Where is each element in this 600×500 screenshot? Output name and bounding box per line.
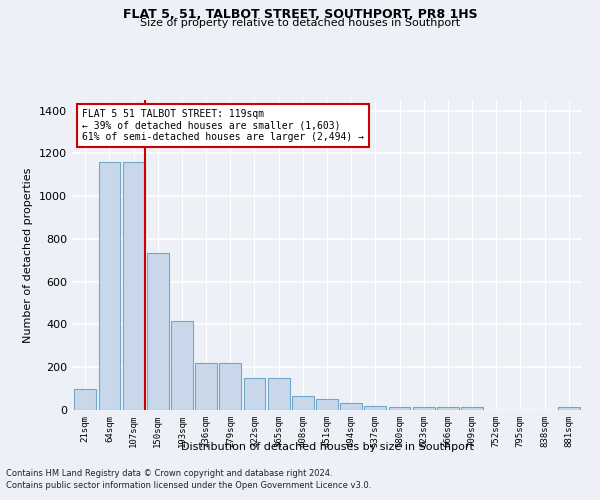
Bar bbox=[195, 363, 217, 410]
Bar bbox=[437, 408, 459, 410]
Bar bbox=[364, 406, 386, 410]
Text: FLAT 5 51 TALBOT STREET: 119sqm
← 39% of detached houses are smaller (1,603)
61%: FLAT 5 51 TALBOT STREET: 119sqm ← 39% of… bbox=[82, 110, 364, 142]
Bar bbox=[147, 253, 169, 410]
Text: Distribution of detached houses by size in Southport: Distribution of detached houses by size … bbox=[181, 442, 473, 452]
Bar bbox=[558, 408, 580, 410]
Y-axis label: Number of detached properties: Number of detached properties bbox=[23, 168, 34, 342]
Bar bbox=[74, 388, 96, 410]
Text: Contains public sector information licensed under the Open Government Licence v3: Contains public sector information licen… bbox=[6, 481, 371, 490]
Bar bbox=[292, 396, 314, 410]
Bar bbox=[413, 407, 434, 410]
Bar bbox=[316, 400, 338, 410]
Bar bbox=[389, 407, 410, 410]
Text: Contains HM Land Registry data © Crown copyright and database right 2024.: Contains HM Land Registry data © Crown c… bbox=[6, 468, 332, 477]
Text: FLAT 5, 51, TALBOT STREET, SOUTHPORT, PR8 1HS: FLAT 5, 51, TALBOT STREET, SOUTHPORT, PR… bbox=[122, 8, 478, 20]
Bar bbox=[461, 408, 483, 410]
Text: Size of property relative to detached houses in Southport: Size of property relative to detached ho… bbox=[140, 18, 460, 28]
Bar bbox=[220, 363, 241, 410]
Bar bbox=[123, 162, 145, 410]
Bar bbox=[268, 378, 290, 410]
Bar bbox=[98, 162, 121, 410]
Bar bbox=[244, 378, 265, 410]
Bar bbox=[340, 403, 362, 410]
Bar bbox=[171, 322, 193, 410]
